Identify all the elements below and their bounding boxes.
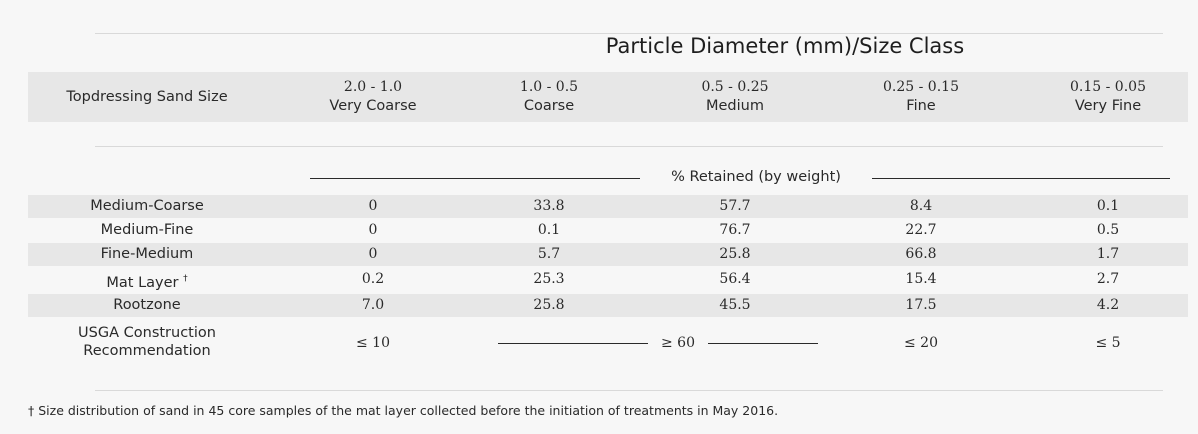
cell-fine: 66.8: [905, 246, 937, 262]
cell-medium: 57.7: [719, 198, 751, 214]
usga-recommendation-row: USGA Construction Recommendation ≤ 10 ≥ …: [28, 320, 1188, 366]
header-coarse: 1.0 - 0.5 Coarse: [464, 72, 634, 122]
cell-very-fine: 4.2: [1096, 297, 1120, 313]
usga-very-fine: ≤ 5: [1095, 335, 1121, 351]
row-label-mat-layer: Mat Layer †: [28, 268, 266, 291]
subheader-line-right: [864, 178, 1170, 179]
row-label: Mat Layer: [106, 274, 179, 291]
header-range: 1.0 - 0.5: [519, 79, 579, 95]
header-class: Fine: [906, 98, 936, 114]
usga-label-line1: USGA Construction: [78, 325, 216, 341]
usga-span-line-right: [708, 343, 818, 344]
cell-coarse: 25.3: [533, 271, 565, 287]
cell-medium: 45.5: [719, 297, 751, 313]
table-row: Fine-Medium 0 5.7 25.8 66.8 1.7: [28, 243, 1188, 266]
header-class: Coarse: [523, 98, 575, 114]
table-row: Medium-Fine 0 0.1 76.7 22.7 0.5: [28, 219, 1188, 242]
header-range: 0.25 - 0.15: [883, 79, 959, 95]
header-range: 2.0 - 1.0: [343, 79, 403, 95]
cell-fine: 15.4: [905, 271, 937, 287]
row-label: Fine-Medium: [100, 246, 194, 262]
header-class: Very Coarse: [329, 98, 417, 114]
cell-very-coarse: 0.2: [361, 271, 385, 287]
header-first-label: Topdressing Sand Size: [66, 88, 228, 105]
dagger-mark: †: [183, 274, 188, 284]
cell-fine: 22.7: [905, 222, 937, 238]
row-label: Medium-Fine: [100, 222, 194, 238]
subheader-line-left: [310, 178, 650, 179]
cell-coarse: 0.1: [537, 222, 561, 238]
header-fine: 0.25 - 0.15 Fine: [836, 72, 1006, 122]
cell-medium: 56.4: [719, 271, 751, 287]
row-label: Rootzone: [113, 297, 181, 313]
cell-coarse: 33.8: [533, 198, 565, 214]
cell-medium: 25.8: [719, 246, 751, 262]
cell-very-coarse: 0: [368, 222, 378, 238]
header-range: 0.5 - 0.25: [701, 79, 769, 95]
usga-fine: ≤ 20: [904, 335, 938, 351]
header-topdressing-sand-size: Topdressing Sand Size: [28, 72, 266, 122]
header-very-fine: 0.15 - 0.05 Very Fine: [1028, 72, 1188, 122]
cell-very-coarse: 0: [368, 246, 378, 262]
footnote: † Size distribution of sand in 45 core s…: [28, 403, 779, 418]
header-row: Topdressing Sand Size 2.0 - 1.0 Very Coa…: [28, 72, 1188, 122]
table-row: Rootzone 7.0 25.8 45.5 17.5 4.2: [28, 294, 1188, 317]
header-medium: 0.5 - 0.25 Medium: [650, 72, 820, 122]
header-divider: [95, 146, 1163, 147]
table-title: Particle Diameter (mm)/Size Class: [605, 34, 965, 58]
cell-medium: 76.7: [719, 222, 751, 238]
cell-very-fine: 0.5: [1096, 222, 1120, 238]
cell-very-coarse: 7.0: [361, 297, 385, 313]
usga-coarse-medium: ≥ 60: [661, 335, 695, 351]
header-class: Very Fine: [1074, 98, 1142, 114]
top-divider: [95, 33, 1163, 34]
cell-fine: 17.5: [905, 297, 937, 313]
usga-label-line2: Recommendation: [83, 343, 211, 359]
cell-very-fine: 2.7: [1096, 271, 1120, 287]
header-very-coarse: 2.0 - 1.0 Very Coarse: [288, 72, 458, 122]
cell-very-fine: 0.1: [1096, 198, 1120, 214]
table-row: Mat Layer † 0.2 25.3 56.4 15.4 2.7: [28, 268, 1188, 291]
cell-very-fine: 1.7: [1096, 246, 1120, 262]
bottom-divider: [95, 390, 1163, 391]
usga-very-coarse: ≤ 10: [356, 335, 390, 351]
usga-span-line-left: [498, 343, 648, 344]
cell-coarse: 5.7: [537, 246, 561, 262]
table-row: Medium-Coarse 0 33.8 57.7 8.4 0.1: [28, 195, 1188, 218]
row-label: Medium-Coarse: [90, 198, 204, 214]
header-class: Medium: [706, 98, 764, 114]
cell-coarse: 25.8: [533, 297, 565, 313]
usga-label: USGA Construction Recommendation: [28, 324, 266, 360]
cell-very-coarse: 0: [368, 198, 378, 214]
percent-retained-label: % Retained (by weight): [640, 169, 872, 185]
cell-fine: 8.4: [909, 198, 933, 214]
header-range: 0.15 - 0.05: [1070, 79, 1146, 95]
